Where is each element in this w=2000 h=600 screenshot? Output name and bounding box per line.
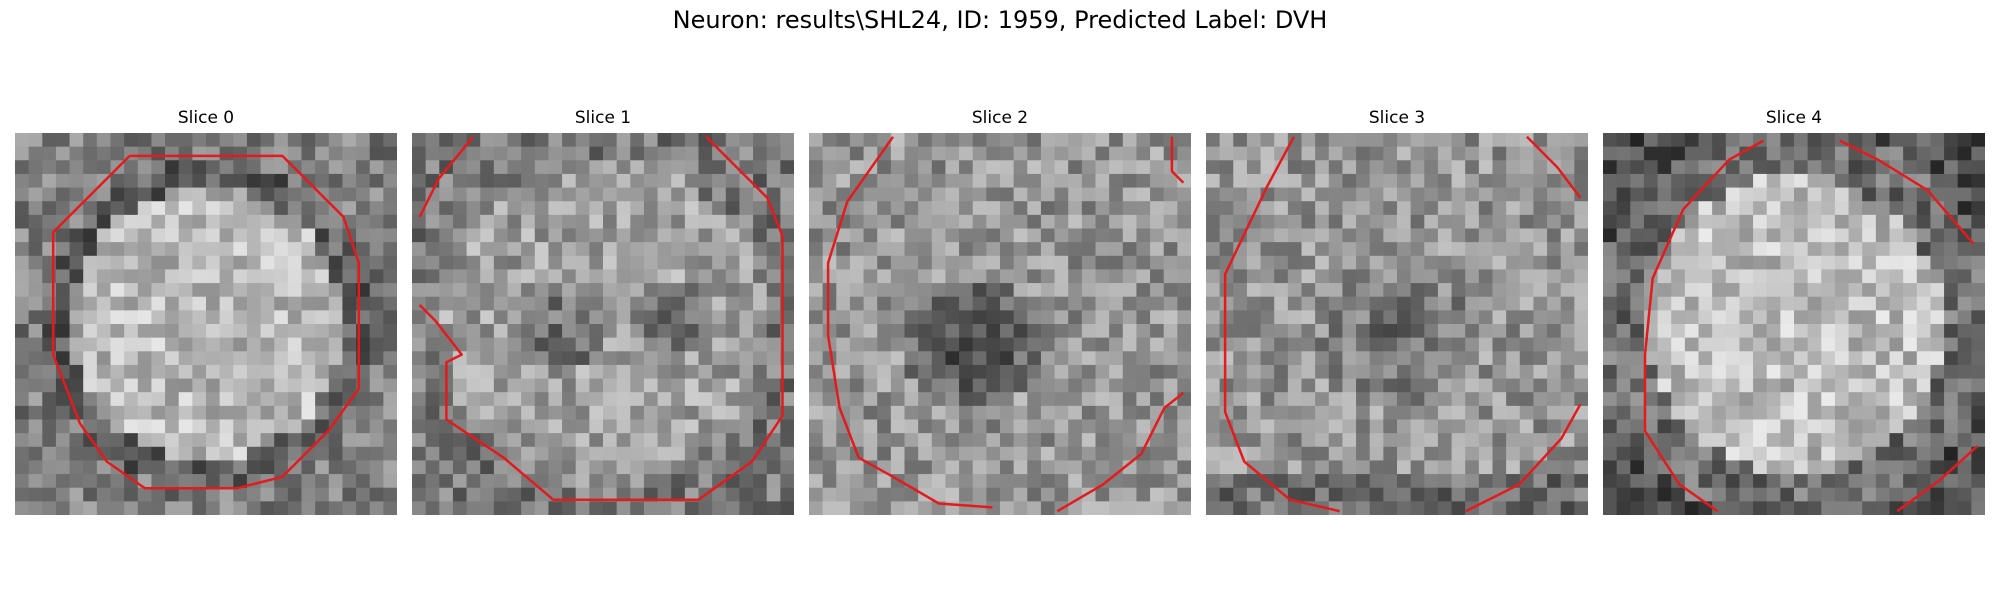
contour-line xyxy=(418,136,475,218)
slice-panel-1: Slice 1 xyxy=(412,108,794,518)
slice-title-2: Slice 2 xyxy=(971,108,1029,128)
slice-title-3: Slice 3 xyxy=(1368,108,1426,128)
slice-image-3 xyxy=(1206,133,1588,515)
slice-title-4: Slice 4 xyxy=(1765,108,1823,128)
slice-title-0: Slice 0 xyxy=(177,108,235,128)
contour-line xyxy=(1465,403,1582,513)
contour-line xyxy=(1643,139,1765,513)
figure-title: Neuron: results\SHL24, ID: 1959, Predict… xyxy=(672,6,1328,34)
contour-line xyxy=(1056,391,1185,513)
slice-panel-2: Slice 2 xyxy=(809,108,1191,518)
slice-image-2 xyxy=(809,133,1191,515)
contour-line xyxy=(1896,445,1979,513)
slice-image-1 xyxy=(412,133,794,515)
slice-panel-3: Slice 3 xyxy=(1206,108,1588,518)
contour-line xyxy=(1170,136,1185,184)
contour-line xyxy=(51,154,361,490)
slice-image-4 xyxy=(1603,133,1985,515)
contour-line xyxy=(418,135,784,501)
slice-title-1: Slice 1 xyxy=(574,108,632,128)
slice-panel-0: Slice 0 xyxy=(15,108,397,518)
contour-line xyxy=(1223,136,1340,513)
slice-image-0 xyxy=(15,133,397,515)
contour-line xyxy=(1526,135,1582,199)
slice-panels: Slice 0 Slice 1 Slice 2 Slice 3 Slice 4 xyxy=(15,108,1985,518)
contour-line xyxy=(826,136,993,509)
slice-panel-4: Slice 4 xyxy=(1603,108,1985,518)
contour-line xyxy=(1839,139,1975,245)
